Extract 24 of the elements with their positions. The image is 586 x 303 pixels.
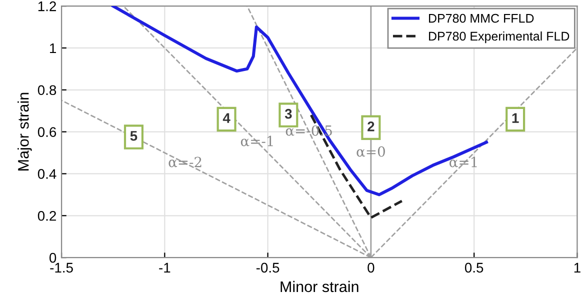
x-axis-title: Minor strain — [280, 280, 358, 292]
annotation: 2 — [368, 122, 374, 132]
y-tick-label: 1 — [50, 43, 56, 54]
legend-label: DP780 Experimental FLD — [429, 31, 570, 44]
y-axis-title: Major strain — [18, 92, 32, 170]
x-tick-label: -1 — [159, 262, 170, 272]
x-tick-label: -1.5 — [50, 262, 73, 273]
y-tick-label: 0.6 — [38, 127, 56, 137]
annotation: α=1 — [450, 156, 477, 168]
y-tick-label: 0.2 — [38, 210, 56, 221]
annotation: 5 — [130, 131, 138, 141]
annotation: 3 — [284, 108, 292, 119]
y-tick-label: 0.8 — [38, 85, 56, 96]
y-tick-label: 0.4 — [38, 169, 56, 179]
legend-label: DP780 MMC FFLD — [429, 14, 534, 23]
x-tick-label: 0 — [368, 262, 374, 273]
annotation: 4 — [222, 113, 230, 123]
y-tick-label: 0 — [49, 252, 56, 263]
x-tick-label: 1 — [574, 262, 580, 272]
x-tick-label: -0.5 — [256, 262, 280, 273]
annotation: α=-1 — [240, 136, 273, 146]
annotation: 1 — [512, 113, 519, 123]
x-tick-label: 0.5 — [464, 262, 484, 273]
y-tick-label: 1.2 — [38, 1, 56, 12]
